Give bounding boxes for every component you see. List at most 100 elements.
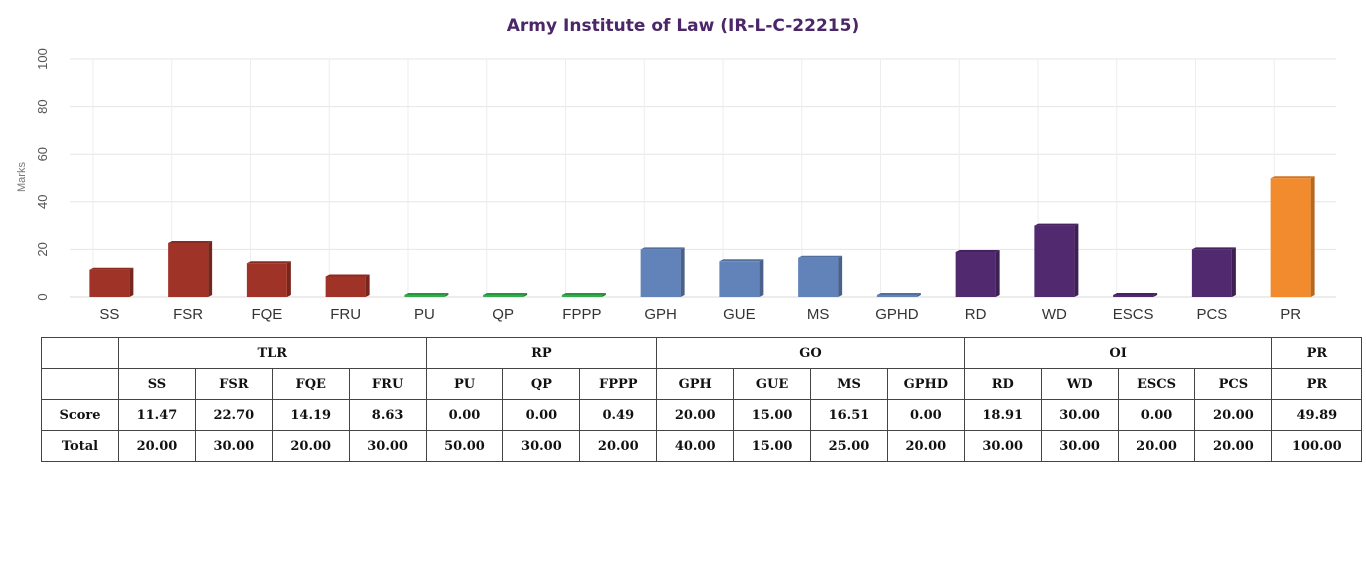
x-category-label: FPPP (562, 306, 601, 323)
bar-side-gph (680, 247, 685, 297)
bar-side-gue (759, 259, 764, 297)
y-tick-label: 40 (35, 195, 50, 209)
y-tick-label: 20 (35, 242, 50, 256)
bar-top-pcs (1191, 247, 1236, 250)
table-group-header: TLR (118, 337, 427, 369)
table-corner-cell (41, 337, 119, 369)
table-total-cell: 20.00 (1194, 430, 1273, 462)
bar-side-rd (995, 249, 1000, 297)
table-total-cell: 15.00 (733, 430, 812, 462)
table-score-cell: 0.00 (1117, 399, 1196, 431)
x-category-label: GPH (644, 306, 677, 323)
bar-fru (325, 276, 366, 297)
table-score-cell: 0.49 (579, 399, 658, 431)
bar-top-fppp (561, 293, 606, 295)
table-total-cell: 30.00 (963, 430, 1042, 462)
x-category-label: GPHD (875, 306, 919, 323)
x-category-label: RD (965, 306, 987, 323)
table-param-header: GUE (733, 368, 812, 400)
bar-side-pcs (1231, 247, 1236, 297)
bar-pcs (1191, 249, 1232, 297)
bar-top-gue (719, 259, 764, 262)
bar-qp (483, 295, 524, 297)
table-param-header: FSR (194, 368, 273, 400)
bar-chart: Army Institute of Law (IR-L-C-22215) Mar… (16, 16, 1336, 323)
bar-top-ms (798, 255, 843, 258)
y-axis-label: Marks (16, 162, 28, 192)
bar-gph (640, 249, 681, 297)
table-score-cell: 20.00 (1194, 399, 1273, 431)
bar-wd (1034, 225, 1075, 297)
table-total-cell: 20.00 (1117, 430, 1196, 462)
bar-side-fsr (208, 240, 213, 297)
x-category-label: PCS (1196, 306, 1227, 323)
y-tick-label: 60 (35, 147, 50, 161)
table-corner-cell (41, 368, 119, 400)
table-total-cell: 50.00 (425, 430, 504, 462)
bar-side-qp (523, 293, 528, 297)
table-param-header: GPHD (886, 368, 965, 400)
table-group-header: RP (425, 337, 658, 369)
bar-top-fsr (168, 240, 213, 243)
table-param-header: GPH (656, 368, 735, 400)
bar-pu (404, 295, 445, 297)
table-row-label: Total (41, 430, 119, 462)
table-param-row: SS FSR FQE FRU PU QP FPPP GPH GUE MS GPHD RD WD ESCS P… (41, 368, 1363, 400)
bar-fqe (246, 263, 287, 297)
bar-side-gphd (916, 293, 921, 297)
table-score-cell: 14.19 (271, 399, 350, 431)
x-category-label: SS (99, 306, 119, 323)
bar-gphd (876, 295, 917, 297)
x-category-label: FQE (251, 306, 282, 323)
table-total-cell: 20.00 (579, 430, 658, 462)
bar-top-gph (640, 247, 685, 250)
table-total-cell: 30.00 (194, 430, 273, 462)
table-group-row: TLR RP GO OI PR (41, 337, 1363, 369)
table-group-header: PR (1271, 337, 1363, 369)
bar-top-fqe (246, 261, 291, 264)
x-category-label: QP (492, 306, 514, 323)
table-param-header: QP (502, 368, 581, 400)
table-score-cell: 0.00 (425, 399, 504, 431)
bar-fppp (561, 295, 602, 297)
x-category-label: ESCS (1113, 306, 1154, 323)
table-score-cell: 49.89 (1271, 399, 1363, 431)
table-total-cell: 20.00 (886, 430, 965, 462)
bar-top-pu (404, 293, 449, 295)
table-param-header: FPPP (579, 368, 658, 400)
table-total-cell: 30.00 (502, 430, 581, 462)
bar-pr (1270, 178, 1311, 297)
table-score-cell: 8.63 (348, 399, 427, 431)
table-param-header: PCS (1194, 368, 1273, 400)
table-score-cell: 30.00 (1040, 399, 1119, 431)
bar-top-ss (89, 267, 134, 270)
table-total-cell: 20.00 (271, 430, 350, 462)
bar-fsr (168, 242, 209, 297)
bar-ss (89, 269, 130, 297)
table-score-cell: 20.00 (656, 399, 735, 431)
table-score-cell: 0.00 (502, 399, 581, 431)
bar-top-gphd (876, 293, 921, 295)
table-score-cell: 15.00 (733, 399, 812, 431)
bar-top-wd (1034, 223, 1079, 226)
table-param-header: ESCS (1117, 368, 1196, 400)
bar-side-escs (1153, 293, 1158, 297)
bar-ms (798, 257, 839, 297)
table-total-cell: 30.00 (348, 430, 427, 462)
table-score-cell: 16.51 (810, 399, 888, 431)
bar-top-qp (483, 293, 528, 295)
score-table: TLR RP GO OI PR SS FSR FQE FRU PU QP FPPP GPH GUE MS GP… (41, 337, 1363, 462)
bar-top-escs (1113, 293, 1158, 295)
table-total-cell: 20.00 (118, 430, 196, 462)
bar-side-fru (365, 274, 370, 297)
bar-top-pr (1270, 176, 1315, 179)
x-category-label: GUE (723, 306, 756, 323)
table-param-header: PU (425, 368, 504, 400)
x-category-labels: SS FSR FQE FRU PU QP FPPP GPH GUE MS GPHD RD WD ESCS P… (99, 306, 1301, 323)
table-total-cell: 100.00 (1271, 430, 1363, 462)
x-category-label: FRU (330, 306, 361, 323)
bar-side-fppp (601, 293, 606, 297)
table-group-header: OI (963, 337, 1273, 369)
bar-side-wd (1074, 223, 1079, 297)
table-param-header: RD (963, 368, 1042, 400)
